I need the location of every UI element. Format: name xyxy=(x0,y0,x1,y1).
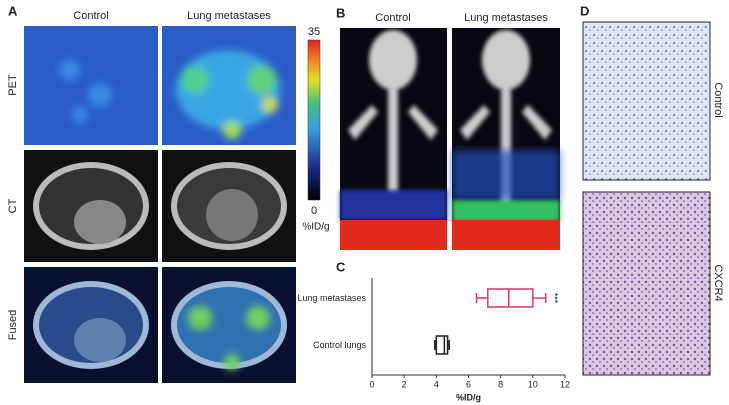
ct-metastases xyxy=(162,150,296,262)
significance: *** xyxy=(549,293,559,304)
colorbar-min: 0 xyxy=(311,205,317,217)
box xyxy=(487,288,534,308)
box-plot: 0 2 4 6 8 10 12 %ID/g *** xyxy=(369,278,570,402)
colorbar-unit: %ID/g xyxy=(302,222,329,233)
box xyxy=(435,335,449,355)
row-label: CT xyxy=(7,198,19,213)
category-label: Lung metastases xyxy=(297,292,366,303)
colorbar-max: 35 xyxy=(308,26,320,38)
row-label: Control xyxy=(712,82,724,117)
x-tick-label: 8 xyxy=(498,379,503,389)
column-title: Control xyxy=(73,10,108,22)
panel-label: D xyxy=(580,3,589,18)
x-tick-label: 2 xyxy=(402,379,407,389)
panel-label: B xyxy=(336,5,345,20)
column-title: Lung metastases xyxy=(464,12,548,24)
row-label: Fused xyxy=(7,310,19,341)
colorbar xyxy=(307,39,321,201)
pet-metastases xyxy=(162,26,296,145)
column-title: Control xyxy=(375,12,410,24)
row-label: PET xyxy=(7,74,19,96)
mouse-control xyxy=(340,28,447,250)
row-label: CXCR4 xyxy=(712,264,724,301)
histology-control xyxy=(582,21,711,181)
category-label: Control lungs xyxy=(312,339,366,350)
x-tick-label: 10 xyxy=(528,379,538,389)
x-tick-label: 4 xyxy=(434,379,439,389)
fused-metastases xyxy=(162,267,296,383)
panel-label: C xyxy=(336,259,346,274)
x-tick-label: 6 xyxy=(466,379,471,389)
histology-cxcr4 xyxy=(582,191,711,376)
mouse-metastases xyxy=(452,28,560,250)
panel-label: A xyxy=(8,3,18,18)
column-title: Lung metastases xyxy=(187,10,271,22)
pet-control xyxy=(24,26,158,145)
x-tick-label: 12 xyxy=(560,379,570,389)
x-tick-label: 0 xyxy=(369,379,374,389)
x-axis-label: %ID/g xyxy=(456,392,481,402)
ct-control xyxy=(24,150,158,262)
fused-control xyxy=(24,267,158,383)
